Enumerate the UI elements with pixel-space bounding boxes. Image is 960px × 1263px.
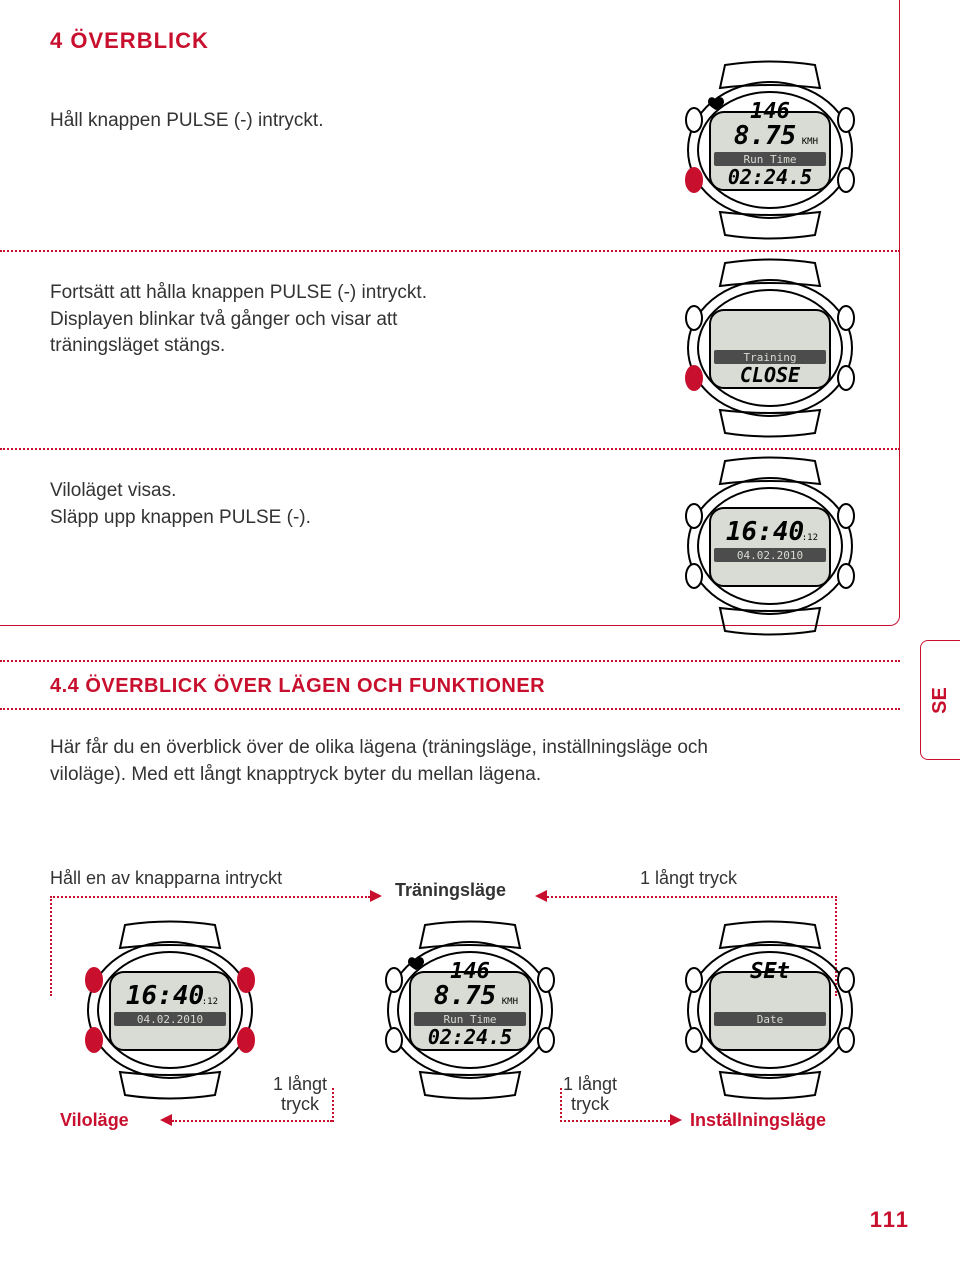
watch-setting: SEt Date xyxy=(670,920,870,1105)
section-heading: 4.4 ÖVERBLICK ÖVER LÄGEN OCH FUNKTIONER xyxy=(50,675,545,698)
language-code: SE xyxy=(929,687,952,714)
diagram-hold-label: Håll en av knapparna intryckt xyxy=(50,868,282,889)
diagram-vilo-label: Viloläge xyxy=(60,1110,129,1131)
diagram-training-label: Träningsläge xyxy=(395,880,506,901)
svg-text:KMH: KMH xyxy=(502,997,518,1007)
divider-2 xyxy=(0,448,900,450)
svg-text:8.75: 8.75 xyxy=(734,121,797,151)
diagram-setting-label: Inställningsläge xyxy=(690,1110,826,1131)
watch-step-1: 146 8.75 KMH Run Time 02:24.5 xyxy=(670,60,870,245)
divider-1 xyxy=(0,250,900,252)
step-3-text: Viloläget visas. Släpp upp knappen PULSE… xyxy=(50,478,510,531)
diagram-longpress-right: 1 långt tryck xyxy=(640,868,737,889)
svg-text::12: :12 xyxy=(202,997,218,1007)
dotted-bottom-2 xyxy=(560,1120,670,1122)
svg-text:04.02.2010: 04.02.2010 xyxy=(737,549,803,562)
dotted-top-left xyxy=(50,896,370,898)
svg-text:02:24.5: 02:24.5 xyxy=(428,1025,512,1049)
step-1-text: Håll knappen PULSE (-) intryckt. xyxy=(50,108,510,135)
svg-text:02:24.5: 02:24.5 xyxy=(728,165,812,189)
dotted-top-right xyxy=(547,896,837,898)
diagram-longpress-2: 1 långt tryck xyxy=(550,1075,630,1115)
svg-text:KMH: KMH xyxy=(802,137,818,147)
watch-step-3: 16:40 :12 04.02.2010 xyxy=(670,456,870,641)
svg-text:CLOSE: CLOSE xyxy=(740,363,801,387)
dotted-v-left xyxy=(50,896,52,996)
dotted-bottom-1 xyxy=(172,1120,332,1122)
svg-text::12: :12 xyxy=(802,533,818,543)
page-number: 111 xyxy=(870,1207,910,1233)
section-body: Här får du en överblick över de olika lä… xyxy=(50,735,730,788)
diagram-longpress-1: 1 långt tryck xyxy=(260,1075,340,1115)
step-2-text: Fortsätt att hålla knappen PULSE (-) int… xyxy=(50,280,510,360)
svg-text:SEt: SEt xyxy=(750,959,790,984)
arrow-to-training-right xyxy=(535,890,547,902)
watch-step-2: Training CLOSE xyxy=(670,258,870,443)
arrow-to-setting xyxy=(670,1114,682,1126)
divider-3 xyxy=(0,660,900,662)
language-tab: SE xyxy=(920,640,960,760)
watch-training: 146 8.75 KMH Run Time 02:24.5 xyxy=(370,920,570,1105)
svg-text:04.02.2010: 04.02.2010 xyxy=(137,1013,203,1026)
svg-text:Date: Date xyxy=(757,1013,784,1026)
svg-text:16:40: 16:40 xyxy=(126,981,204,1011)
arrow-to-vilo xyxy=(160,1114,172,1126)
arrow-to-training-left xyxy=(370,890,382,902)
divider-4 xyxy=(0,708,900,710)
svg-text:16:40: 16:40 xyxy=(726,517,804,547)
svg-text:8.75: 8.75 xyxy=(434,981,497,1011)
watch-vilo: 16:40 :12 04.02.2010 xyxy=(70,920,270,1105)
